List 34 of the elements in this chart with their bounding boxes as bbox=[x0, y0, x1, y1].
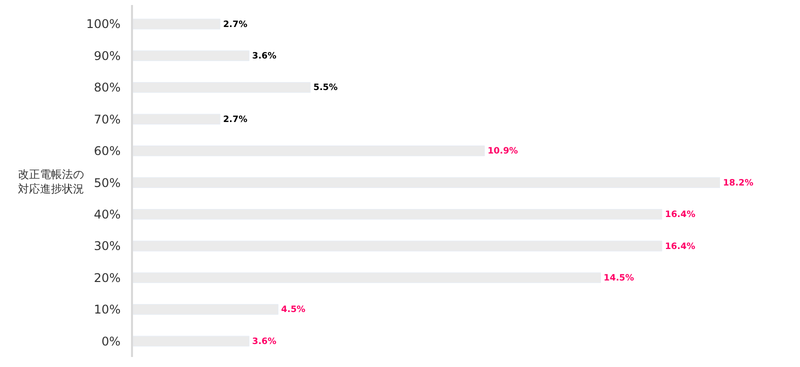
bar bbox=[133, 146, 485, 156]
data-label: 2.7% bbox=[223, 114, 248, 125]
data-label: 5.5% bbox=[313, 83, 338, 94]
bar bbox=[133, 272, 601, 284]
bar bbox=[133, 304, 278, 315]
data-label: 3.6% bbox=[252, 336, 277, 347]
bar bbox=[133, 336, 250, 346]
bar bbox=[133, 82, 311, 93]
data-label: 16.4% bbox=[664, 242, 696, 252]
bar bbox=[133, 50, 250, 62]
data-label: 2.7% bbox=[223, 20, 248, 30]
y-tick-label: 40% bbox=[94, 208, 121, 222]
data-label: 16.4% bbox=[664, 210, 696, 220]
y-tick-label: 80% bbox=[94, 80, 121, 95]
data-label: 10.9% bbox=[488, 146, 518, 157]
y-tick-label: 0% bbox=[102, 334, 121, 348]
y-tick-label: 20% bbox=[94, 270, 121, 285]
y-tick-label: 90% bbox=[94, 48, 121, 63]
y-axis-title: 改正電帳法の対応進捗状況 bbox=[18, 168, 84, 196]
bar bbox=[133, 240, 662, 252]
y-tick-label: 50% bbox=[94, 176, 121, 190]
data-label: 4.5% bbox=[281, 305, 306, 316]
y-tick-label: 10% bbox=[94, 302, 121, 317]
data-label: 3.6% bbox=[252, 52, 277, 62]
bar bbox=[133, 114, 220, 124]
y-tick-label: 70% bbox=[94, 112, 121, 126]
data-label: 18.2% bbox=[723, 178, 754, 188]
y-tick-label: 100% bbox=[86, 17, 121, 32]
y-tick-label: 30% bbox=[94, 239, 121, 254]
bar bbox=[133, 177, 720, 188]
bar bbox=[133, 208, 662, 220]
data-label: 14.5% bbox=[604, 273, 634, 284]
bar bbox=[133, 18, 220, 30]
y-tick-label: 60% bbox=[94, 144, 121, 158]
